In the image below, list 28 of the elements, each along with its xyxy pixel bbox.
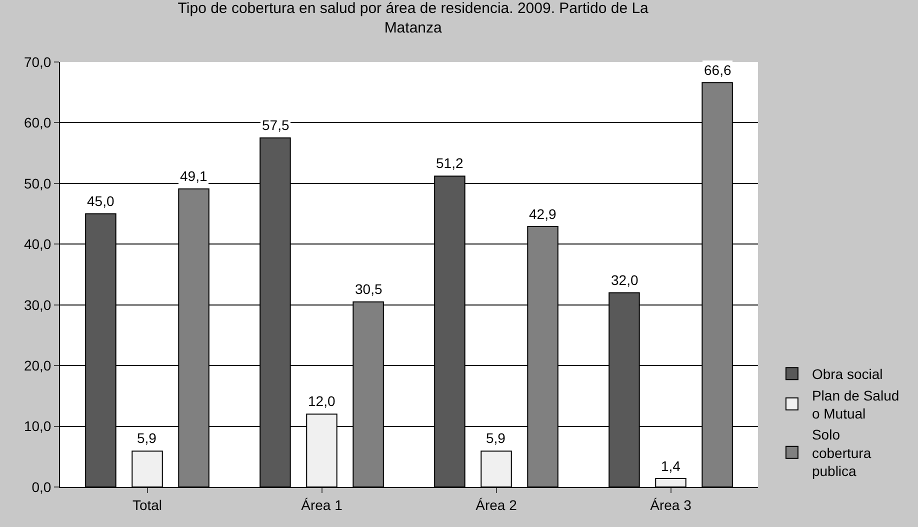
data-label: 42,9 [529,206,556,222]
data-label: 45,0 [87,193,114,209]
legend-label: Solo cobertura publica [812,426,872,480]
legend-label: Obra social [812,366,883,382]
y-tick-label: 30,0 [24,296,52,313]
legend-label: Plan de Salud o Mutual [812,387,900,422]
y-tick-label: 40,0 [24,236,52,252]
data-label: 12,0 [308,393,336,409]
x-tick-label: Área 3 [650,496,692,513]
data-label: 57,5 [262,117,290,133]
y-tick-label: 0,0 [32,478,52,495]
chart-title: Tipo de cobertura en salud por área de residencia. 2009. Partido de La Matanza [178,0,650,37]
data-label: 32,0 [611,272,638,288]
data-label: 30,5 [355,281,382,297]
x-tick-label: Área 1 [301,496,343,513]
y-tick-label: 70,0 [24,54,52,70]
x-tick-label: Total [132,496,162,513]
data-label: 49,1 [180,168,208,184]
y-tick-label: 60,0 [24,114,52,131]
y-tick-label: 50,0 [24,175,52,192]
data-label: 66,6 [704,62,732,78]
data-label: 5,9 [486,430,506,446]
y-tick-label: 20,0 [24,357,52,374]
x-tick-label: Área 2 [476,496,518,513]
data-label: 5,9 [137,430,157,446]
y-tick-label: 10,0 [24,418,52,434]
data-label: 1,4 [661,458,681,474]
data-label: 51,2 [436,155,464,171]
